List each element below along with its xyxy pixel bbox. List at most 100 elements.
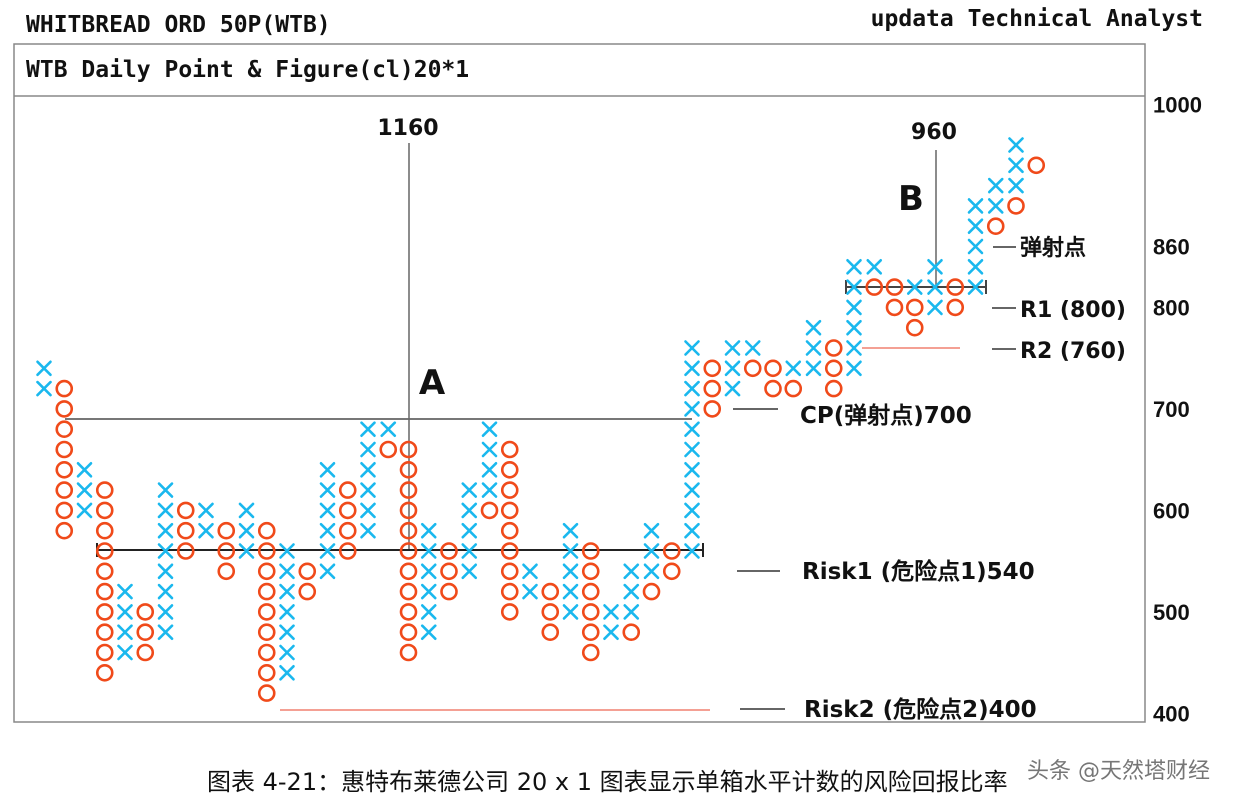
x-mark — [319, 502, 336, 519]
y-tick-label: 800 — [1153, 295, 1190, 320]
o-mark — [55, 501, 74, 520]
o-mark — [55, 420, 74, 439]
x-mark — [319, 461, 336, 478]
o-mark — [399, 521, 418, 540]
x-mark — [846, 319, 862, 336]
x-mark — [684, 401, 700, 417]
o-mark — [440, 582, 458, 601]
pnf-column — [784, 360, 803, 398]
o-mark — [399, 440, 418, 459]
pnf-column — [379, 421, 398, 459]
x-mark — [279, 644, 295, 661]
y-tick-label: 1000 — [1153, 92, 1202, 117]
x-mark — [684, 543, 700, 559]
x-mark — [420, 522, 437, 539]
x-mark — [987, 177, 1004, 194]
x-mark — [805, 360, 822, 377]
x-mark — [279, 624, 295, 641]
pnf-column — [905, 279, 924, 337]
o-mark — [824, 359, 843, 378]
pnf-column — [176, 501, 195, 560]
pnf-column — [522, 563, 538, 600]
pnf-column — [581, 542, 600, 662]
o-mark — [217, 562, 236, 581]
o-mark — [55, 460, 74, 479]
o-mark — [399, 460, 418, 479]
o-mark — [399, 582, 418, 601]
o-mark — [136, 623, 155, 642]
o-mark — [581, 542, 600, 560]
x-mark — [643, 563, 660, 580]
x-mark — [360, 482, 376, 498]
x-mark — [684, 482, 700, 498]
pnf-column — [986, 177, 1005, 235]
o-mark — [257, 521, 276, 540]
o-mark — [55, 440, 74, 459]
pnf-column — [399, 440, 418, 662]
o-mark — [217, 521, 236, 540]
x-mark — [238, 502, 255, 519]
o-mark — [298, 562, 317, 581]
pnf-column — [865, 258, 884, 296]
o-mark — [885, 298, 904, 317]
o-mark — [581, 582, 600, 601]
pnf-column — [805, 319, 822, 377]
o-mark — [905, 298, 924, 317]
pnf-column — [824, 339, 843, 398]
o-mark — [581, 623, 600, 642]
x-mark — [846, 279, 862, 295]
x-mark — [360, 522, 376, 539]
x-mark — [360, 502, 376, 519]
risk2-label: Risk2 (危险点2)400 — [804, 696, 1037, 723]
o-mark — [338, 481, 357, 499]
pnf-column — [764, 359, 782, 398]
x-mark — [846, 360, 862, 377]
pnf-column — [338, 481, 357, 560]
x-mark — [279, 664, 295, 681]
count-a-label: A — [419, 363, 446, 403]
x-mark — [76, 482, 93, 498]
pnf-column — [157, 482, 174, 641]
vendor-name: updata Technical Analyst — [871, 6, 1203, 32]
x-mark — [684, 421, 700, 438]
pnf-column — [238, 502, 255, 559]
x-mark — [157, 604, 174, 620]
y-tick-label: 860 — [1153, 235, 1190, 260]
o-mark — [500, 481, 519, 499]
pnf-column — [76, 461, 93, 519]
x-mark — [1008, 177, 1024, 194]
x-mark — [724, 380, 741, 397]
x-mark — [623, 604, 640, 620]
x-mark — [927, 258, 943, 275]
pnf-marks — [36, 137, 1046, 702]
pnf-column — [217, 521, 236, 581]
x-mark — [279, 563, 295, 580]
o-mark — [338, 521, 357, 540]
x-mark — [684, 502, 700, 519]
cp-label: CP(弹射点)700 — [800, 402, 972, 429]
pnf-column — [420, 522, 437, 641]
x-mark — [846, 258, 862, 275]
x-mark — [967, 238, 984, 255]
x-mark — [420, 624, 437, 641]
y-tick-label: 500 — [1153, 600, 1190, 625]
o-mark — [55, 481, 74, 499]
x-mark — [238, 543, 255, 559]
pnf-column — [622, 563, 641, 642]
o-mark — [95, 521, 114, 540]
pnf-column — [1027, 156, 1046, 175]
x-mark — [420, 583, 437, 600]
pnf-column — [480, 421, 499, 520]
x-mark — [117, 624, 133, 641]
o-mark — [399, 623, 418, 642]
o-mark — [824, 379, 843, 398]
x-mark — [157, 563, 174, 580]
o-mark — [257, 623, 276, 642]
o-mark — [824, 339, 843, 357]
x-mark — [461, 543, 478, 559]
x-mark — [36, 380, 52, 397]
o-mark — [95, 663, 114, 682]
o-mark — [95, 481, 114, 499]
pnf-column — [117, 583, 133, 661]
pnf-column — [55, 379, 74, 540]
